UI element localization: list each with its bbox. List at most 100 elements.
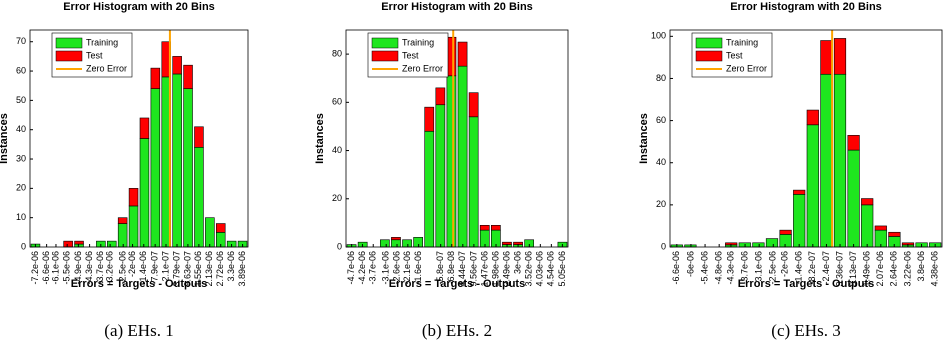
legend-swatch	[55, 50, 83, 62]
x-tick-label: -2.4e-07	[821, 251, 831, 285]
x-tick-label: 3.3e-06	[226, 251, 236, 282]
x-tick-label: 3.89e-06	[237, 251, 247, 287]
x-tick-label: -5.5e-06	[62, 251, 72, 285]
bar-segment	[457, 65, 468, 248]
y-tick-label: 60	[332, 97, 342, 107]
x-tick-label: 2.72e-06	[215, 251, 225, 287]
y-tick-label: 0	[21, 241, 26, 251]
bar-segment	[183, 88, 193, 248]
bar-segment	[779, 229, 792, 235]
caption: (c) EHs. 3	[771, 321, 840, 340]
x-tick-label: 9.63e-07	[182, 251, 192, 287]
bar-segment	[793, 189, 806, 195]
x-tick-label: -8.2e-07	[807, 251, 817, 285]
bar-segment	[107, 240, 117, 248]
bar-segment	[752, 242, 765, 248]
bar-segment	[435, 87, 446, 106]
x-tick-label: -5.8e-07	[435, 251, 445, 285]
y-tick-label: 70	[16, 36, 26, 46]
x-tick-label: -4.3e-06	[84, 251, 94, 285]
x-axis-label: Errors = Targets - Outputs	[389, 278, 525, 290]
x-tick-label: -3.7e-06	[95, 251, 105, 285]
bar-segment	[150, 67, 161, 89]
x-tick-label: -2.6e-06	[391, 251, 401, 285]
legend-swatch	[695, 50, 723, 62]
x-tick-label: 1.49e-06	[862, 251, 872, 287]
bar-segment	[172, 56, 182, 75]
bar-segment	[468, 116, 479, 248]
y-tick-label: 80	[332, 48, 342, 58]
axes-box	[29, 29, 249, 248]
bar-segment	[457, 41, 468, 67]
legend-label: Zero Error	[402, 63, 443, 73]
y-tick-label: 0	[661, 241, 666, 251]
x-tick-label: 1.55e-06	[193, 251, 203, 287]
legend-label: Training	[726, 37, 758, 47]
x-tick-label: -2.1e-07	[160, 251, 170, 285]
y-tick-label: 100	[651, 31, 666, 41]
x-tick-label: 2.13e-06	[204, 251, 214, 287]
x-tick-label: -4.7e-06	[346, 251, 356, 285]
chart-title: Error Histogram with 20 Bins	[63, 1, 215, 13]
chart-title: Error Histogram with 20 Bins	[381, 1, 533, 13]
bar-segment	[861, 198, 874, 206]
legend-label: Training	[86, 37, 118, 47]
legend-swatch	[371, 50, 399, 62]
x-axis-label: Errors = Targets - Outputs	[738, 278, 874, 290]
bar-segment	[139, 138, 150, 248]
legend-swatch	[695, 37, 723, 49]
bar-segment	[479, 225, 490, 231]
y-tick-label: 10	[16, 212, 26, 222]
bar-segment	[833, 38, 847, 75]
y-axis-label: Instances	[0, 113, 10, 164]
bar-segment	[833, 73, 847, 248]
bar-segment	[446, 75, 457, 248]
x-tick-label: 4.38e-06	[930, 251, 940, 287]
y-tick-label: 60	[656, 115, 666, 125]
bar-segment	[468, 92, 479, 118]
bar-segment	[117, 217, 128, 224]
x-tick-label: -3.7e-06	[368, 251, 378, 285]
x-tick-label: -4.8e-06	[714, 251, 724, 285]
bar-segment	[779, 234, 792, 248]
x-tick-label: -6.1e-06	[50, 251, 60, 285]
x-tick-label: -5.4e-06	[699, 251, 709, 285]
x-tick-label: -6e-06	[685, 251, 695, 277]
axes-box	[345, 29, 569, 248]
x-tick-label: -3.2e-06	[105, 251, 115, 285]
bar-segment	[391, 239, 401, 248]
x-tick-label: -2.1e-06	[402, 251, 412, 285]
x-tick-label: -6.8e-08	[446, 251, 456, 285]
y-tick-label: 20	[656, 199, 666, 209]
x-tick-label: 4.44e-07	[457, 251, 467, 287]
bar-segment	[194, 146, 204, 248]
legend-label: Test	[402, 50, 419, 60]
x-tick-label: 2.49e-06	[501, 251, 511, 287]
y-tick-label: 20	[332, 193, 342, 203]
y-tick-label: 0	[337, 241, 342, 251]
x-tick-label: 1.47e-06	[479, 251, 489, 287]
bar-segment	[74, 243, 84, 248]
bar-segment	[820, 40, 833, 75]
x-tick-label: 2.64e-06	[889, 251, 899, 287]
x-tick-label: -7.9e-07	[150, 251, 160, 285]
x-tick-label: 9.56e-07	[468, 251, 478, 287]
x-tick-label: 9.13e-07	[848, 251, 858, 287]
x-tick-label: -4.9e-06	[73, 251, 83, 285]
bar-segment	[391, 237, 401, 241]
x-tick-label: 5.05e-06	[557, 251, 567, 287]
bar-segment	[424, 106, 435, 132]
bar-segment	[874, 225, 887, 231]
x-tick-label: -1.4e-06	[794, 251, 804, 285]
y-tick-label: 40	[656, 157, 666, 167]
x-tick-label: 4.03e-06	[535, 251, 545, 287]
y-axis-label: Instances	[314, 113, 326, 164]
x-axis-label: Errors = Targets - Outputs	[71, 278, 207, 290]
legend-label: Test	[726, 50, 743, 60]
x-tick-label: 3.22e-06	[902, 251, 912, 287]
legend-swatch	[55, 37, 83, 49]
bar-segment	[183, 64, 193, 89]
x-tick-label: 3.52e-06	[524, 251, 534, 287]
x-tick-label: -7.2e-06	[30, 251, 40, 285]
